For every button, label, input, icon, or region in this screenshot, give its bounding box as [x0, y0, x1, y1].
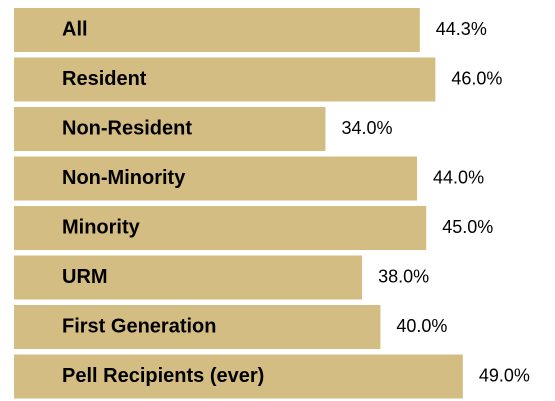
- bar: [14, 305, 381, 349]
- value-label: 44.3%: [436, 19, 487, 39]
- bar: [14, 107, 326, 151]
- category-label: Non-Resident: [62, 117, 192, 139]
- value-label: 49.0%: [479, 365, 530, 385]
- category-label: First Generation: [62, 315, 216, 337]
- category-label: Pell Recipients (ever): [62, 365, 264, 387]
- bar: [14, 206, 427, 250]
- value-label: 44.0%: [433, 167, 484, 187]
- bar: [14, 156, 418, 201]
- bar: [14, 8, 420, 52]
- category-label: Minority: [62, 216, 141, 238]
- value-label: 38.0%: [378, 266, 429, 286]
- value-label: 46.0%: [451, 68, 502, 88]
- category-label: All: [62, 18, 88, 40]
- value-label: 45.0%: [442, 217, 493, 237]
- category-label: URM: [62, 266, 108, 288]
- value-label: 34.0%: [341, 118, 392, 138]
- category-label: Resident: [62, 68, 147, 90]
- bar: [14, 255, 363, 300]
- bar: [14, 57, 436, 102]
- category-label: Non-Minority: [62, 167, 186, 189]
- value-label: 40.0%: [396, 316, 447, 336]
- bar: [14, 354, 463, 399]
